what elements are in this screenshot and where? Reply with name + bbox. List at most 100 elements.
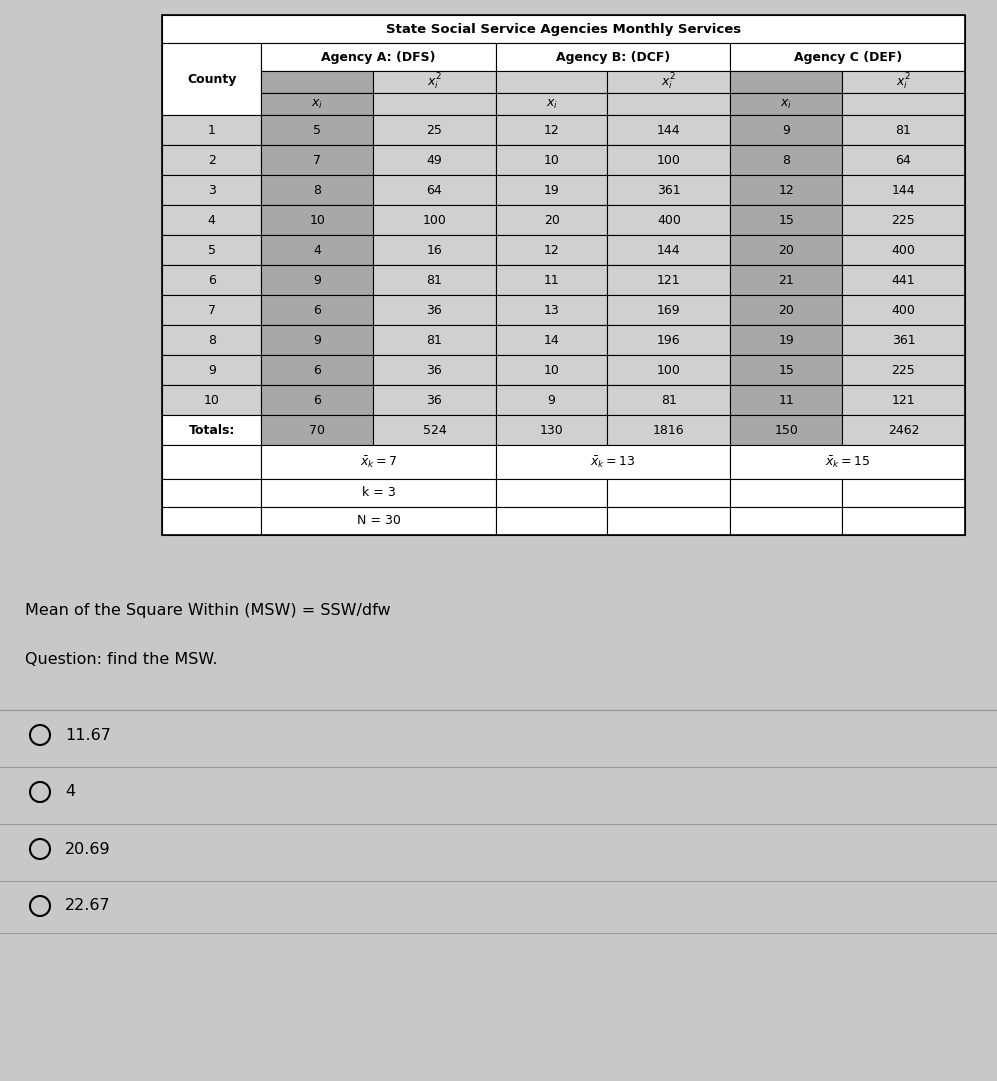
Text: $x_i^2$: $x_i^2$ [896,71,911,92]
Bar [373,205,496,235]
Text: $x_i$: $x_i$ [545,97,557,110]
Text: 36: 36 [427,304,443,317]
Text: 2462: 2462 [887,424,919,437]
Text: 6: 6 [313,363,321,376]
Text: 22.67: 22.67 [65,898,111,913]
Text: 361: 361 [657,184,681,197]
Bar [607,415,731,445]
Text: 121: 121 [891,393,915,406]
Bar [496,145,607,175]
Bar [162,415,261,445]
Bar [731,145,841,175]
Bar [841,115,965,145]
Bar [841,507,965,535]
Text: 4: 4 [207,214,215,227]
Bar [162,205,261,235]
Text: 8: 8 [207,334,215,347]
Text: 64: 64 [427,184,443,197]
Text: 13: 13 [543,304,559,317]
Text: 9: 9 [313,273,321,286]
Bar [731,265,841,295]
Bar [731,355,841,385]
Bar [841,205,965,235]
Text: 20: 20 [779,243,794,256]
Bar [261,145,373,175]
Bar [373,145,496,175]
Bar [162,115,261,145]
Bar [162,15,965,535]
Text: County: County [187,72,236,85]
Text: 19: 19 [543,184,559,197]
Text: 524: 524 [423,424,447,437]
Text: 81: 81 [427,273,443,286]
Bar [607,355,731,385]
Text: 1: 1 [207,123,215,136]
Text: 100: 100 [423,214,447,227]
Bar [162,15,965,43]
Bar [496,479,607,507]
Text: 9: 9 [313,334,321,347]
Text: 25: 25 [427,123,443,136]
Text: 8: 8 [783,154,791,166]
Text: Agency C (DEF): Agency C (DEF) [794,51,902,64]
Text: 6: 6 [313,393,321,406]
Text: 441: 441 [891,273,915,286]
Text: 12: 12 [779,184,794,197]
Bar [373,93,496,115]
Bar [261,325,373,355]
Text: 100: 100 [657,363,681,376]
Bar [373,415,496,445]
Bar [841,325,965,355]
Text: 36: 36 [427,363,443,376]
Text: 12: 12 [543,243,559,256]
Text: 10: 10 [543,363,559,376]
Bar [162,479,261,507]
Bar [607,175,731,205]
Text: 169: 169 [657,304,681,317]
Text: 10: 10 [543,154,559,166]
Text: $\bar{x}_k = 15$: $\bar{x}_k = 15$ [826,454,870,470]
Bar [261,235,373,265]
Bar [841,265,965,295]
Text: N = 30: N = 30 [357,515,401,528]
Bar [261,507,496,535]
Text: 7: 7 [207,304,215,317]
Bar [731,479,841,507]
Bar [496,295,607,325]
Text: 10: 10 [309,214,325,227]
Bar [607,385,731,415]
Bar [731,43,965,71]
Bar [373,295,496,325]
Text: 12: 12 [543,123,559,136]
Text: 4: 4 [313,243,321,256]
Bar [607,93,731,115]
Bar [496,205,607,235]
Text: 100: 100 [657,154,681,166]
Text: 361: 361 [891,334,915,347]
Bar [731,415,841,445]
Bar [162,507,261,535]
Bar [373,175,496,205]
Text: Agency B: (DCF): Agency B: (DCF) [556,51,670,64]
Bar [373,265,496,295]
Text: 11.67: 11.67 [65,728,111,743]
Bar [496,445,731,479]
Text: 121: 121 [657,273,681,286]
Text: 8: 8 [313,184,321,197]
Text: 10: 10 [203,393,219,406]
Bar [731,115,841,145]
Text: $x_i^2$: $x_i^2$ [427,71,442,92]
Bar [162,235,261,265]
Text: 400: 400 [657,214,681,227]
Text: 9: 9 [783,123,790,136]
Text: 7: 7 [313,154,321,166]
Bar [496,265,607,295]
Text: 11: 11 [543,273,559,286]
Bar [731,445,965,479]
Text: 9: 9 [547,393,555,406]
Bar [496,325,607,355]
Bar [373,325,496,355]
Bar [496,93,607,115]
Bar [261,385,373,415]
Text: 11: 11 [779,393,794,406]
